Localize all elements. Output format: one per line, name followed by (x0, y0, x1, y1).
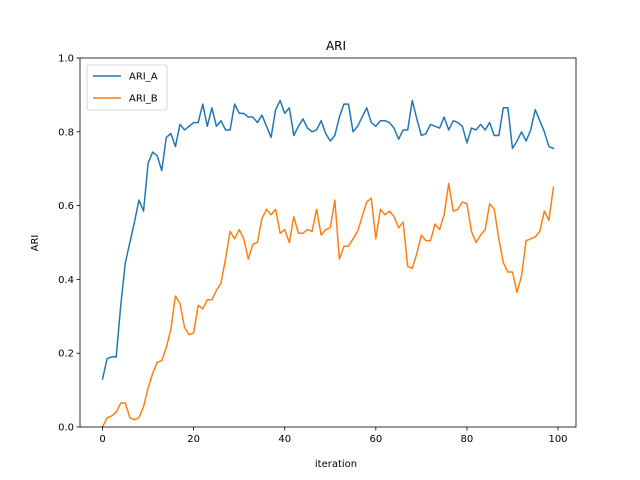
legend: ARI_A ARI_B (86, 64, 168, 111)
y-tick-label: 0.6 (58, 201, 74, 212)
y-axis-label: ARI (30, 235, 41, 252)
y-tick-label: 0.2 (58, 349, 74, 360)
x-tick-label: 40 (278, 434, 291, 445)
x-tick-label: 60 (369, 434, 382, 445)
x-tick-label: 20 (187, 434, 200, 445)
plot-area: 0 20 40 60 80 100 0.0 0.2 0.4 0.6 0.8 1.0 (58, 54, 577, 445)
series-line-ari-b (101, 182, 555, 429)
x-tick-label: 100 (548, 434, 567, 445)
y-tick-label: 0.4 (58, 275, 74, 286)
legend-label-ari-a: ARI_A (129, 72, 158, 83)
legend-label-ari-b: ARI_B (129, 94, 158, 105)
y-tick-label: 0.0 (58, 423, 74, 434)
x-axis-label: iteration (315, 459, 357, 470)
chart-title: ARI (326, 39, 346, 53)
y-tick-label: 0.8 (58, 127, 74, 138)
x-tick-label: 0 (99, 434, 105, 445)
series-line-ari-a (101, 99, 555, 380)
axes-frame (79, 57, 577, 428)
y-tick-label: 1.0 (58, 54, 74, 65)
x-tick-label: 80 (461, 434, 474, 445)
